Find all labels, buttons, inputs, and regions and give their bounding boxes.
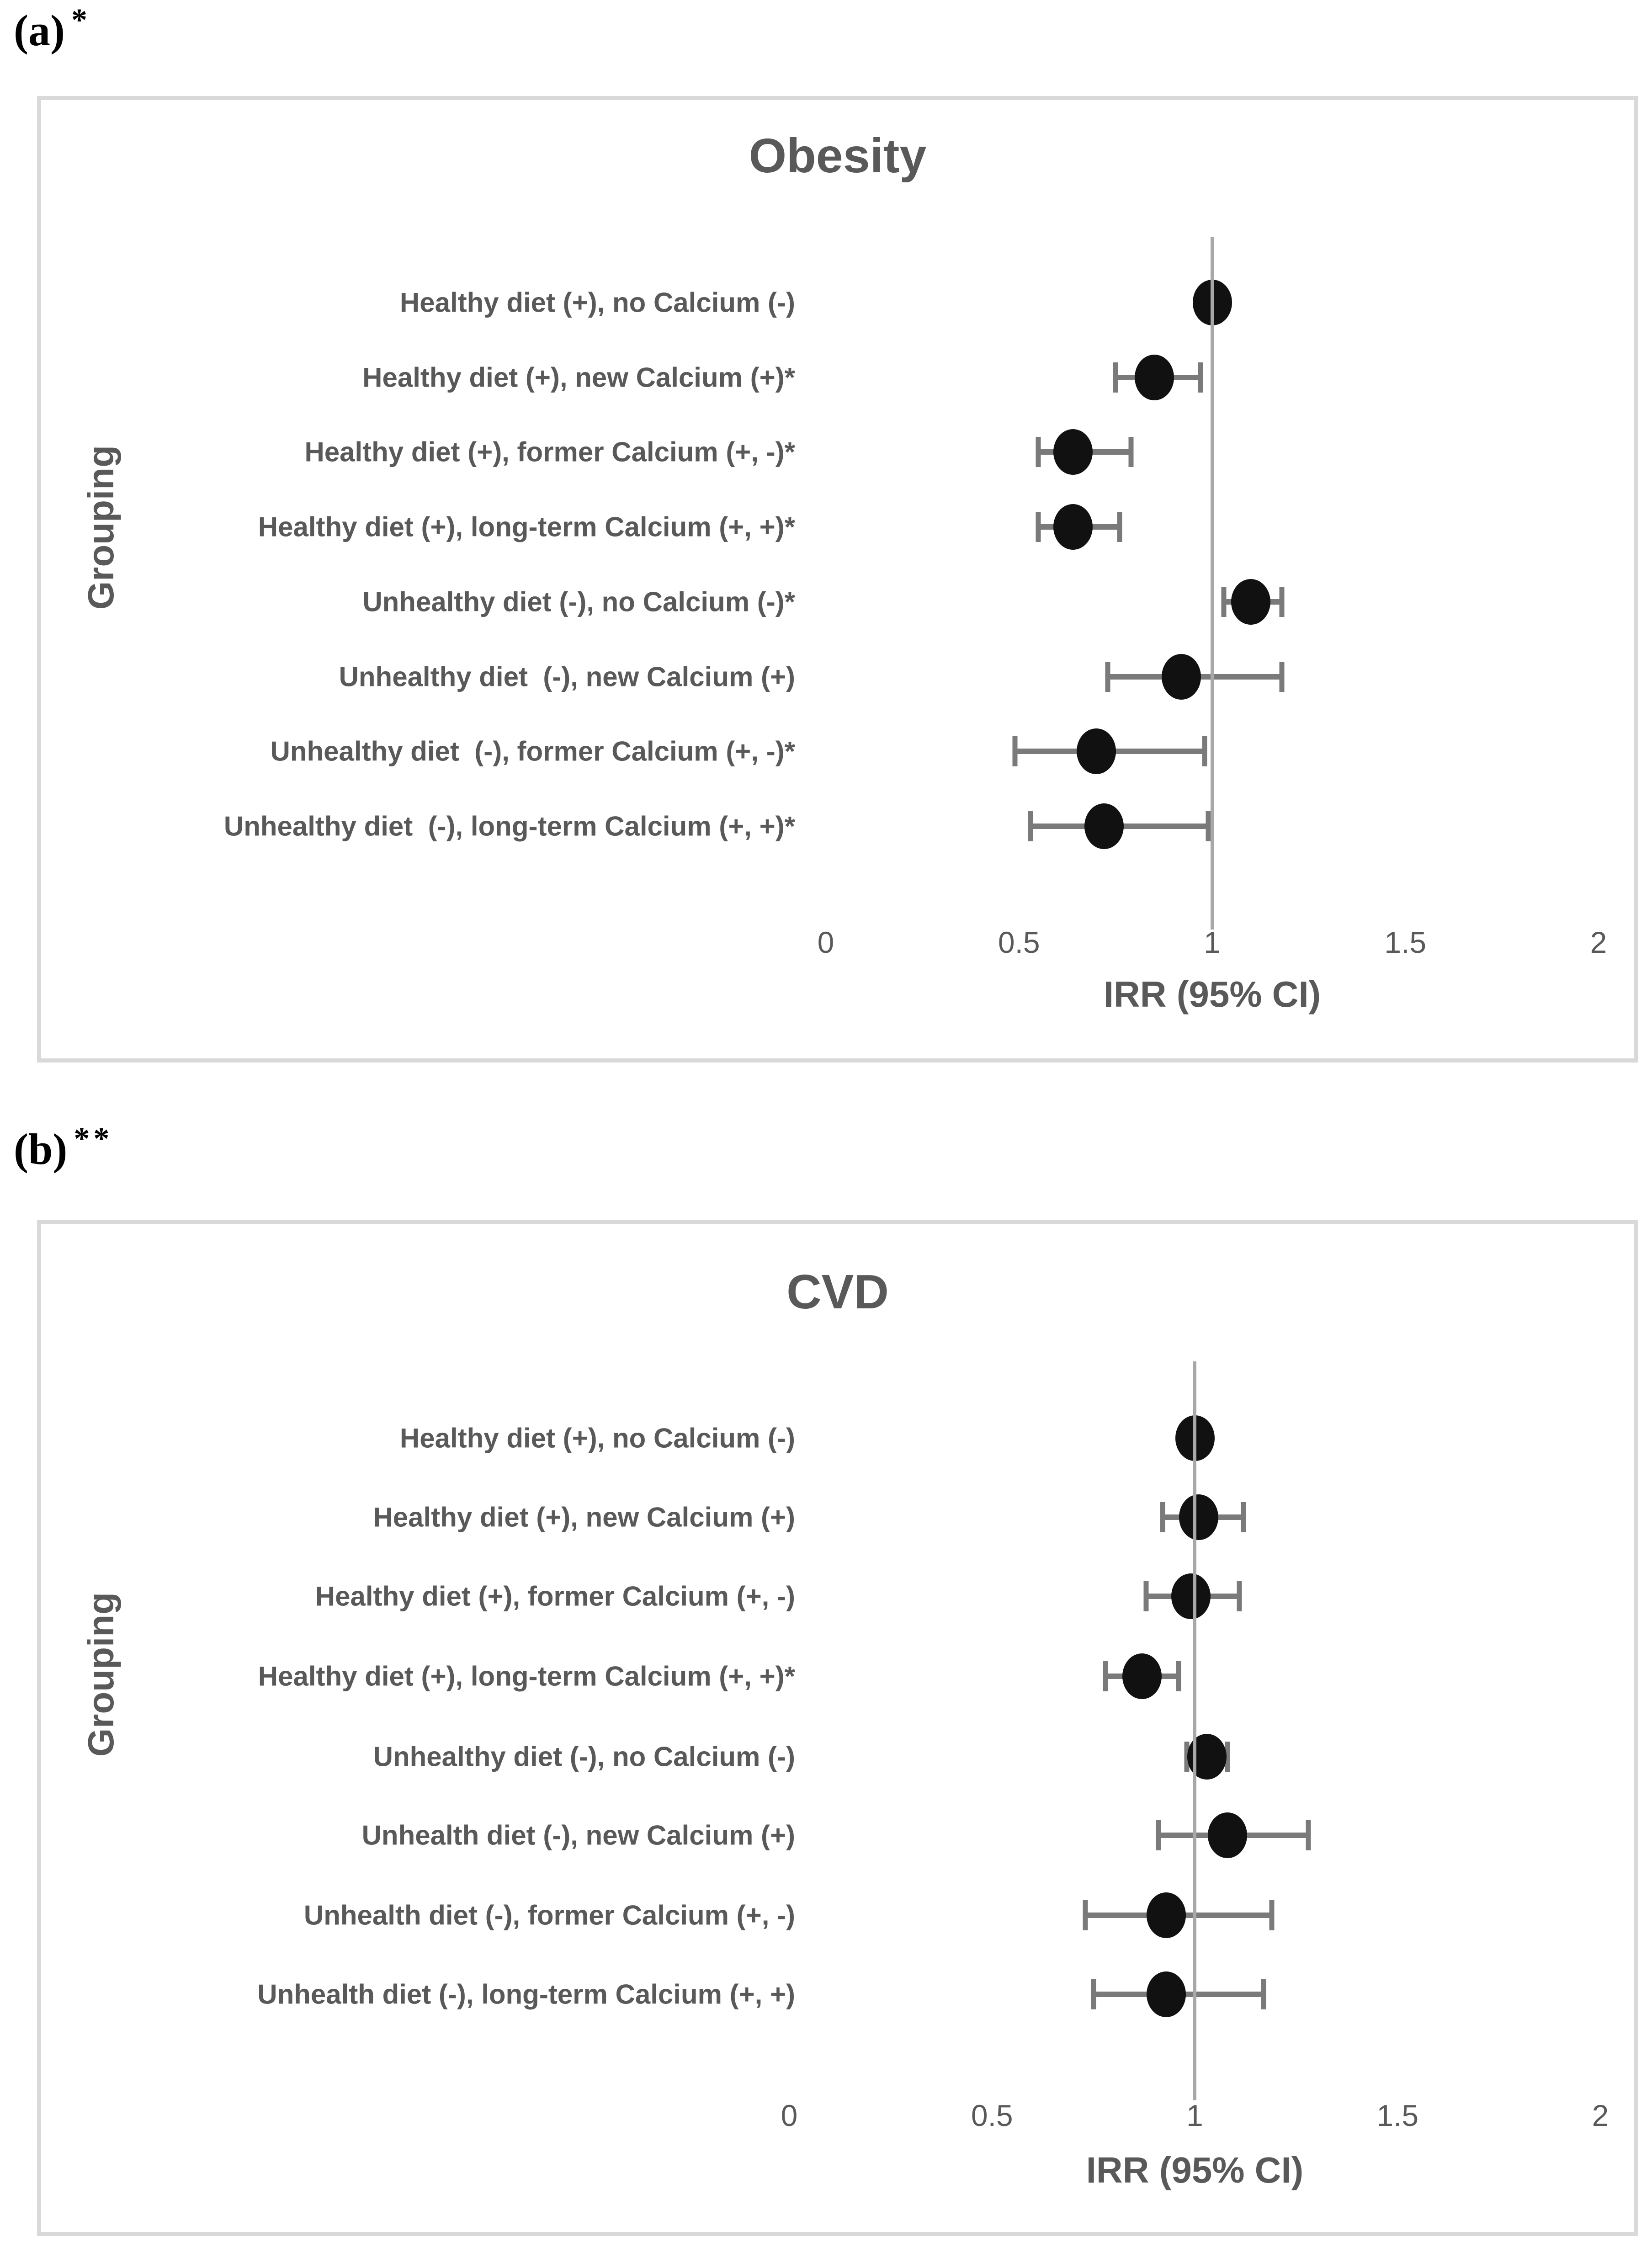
ci-cap-left <box>1156 1820 1161 1850</box>
category-label: Healthy diet (+), former Calcium (+, -)* <box>304 436 795 468</box>
category-label: Unhealth diet (-), new Calcium (+) <box>361 1820 795 1851</box>
ci-cap-left <box>1184 1742 1190 1772</box>
forest-plot-panel-cvd: CVD Grouping Healthy diet (+), no Calcium … <box>37 1220 1638 2236</box>
ci-cap-right <box>1198 362 1203 393</box>
panel-a-caption: (a) * <box>14 3 91 55</box>
x-tick-label: 2 <box>1590 925 1607 959</box>
ci-cap-left <box>1221 587 1227 617</box>
point-estimate-dot <box>1179 1494 1219 1540</box>
ci-cap-left <box>1160 1502 1165 1532</box>
x-tick-label: 1 <box>1186 2099 1203 2132</box>
point-estimate-dot <box>1171 1573 1211 1619</box>
point-estimate-dot <box>1207 1812 1247 1858</box>
panel-a-letter: (a) <box>14 6 65 55</box>
reference-line <box>1193 1361 1196 2100</box>
ci-cap-left <box>1113 362 1118 393</box>
category-label: Healthy diet (+), no Calcium (-) <box>399 287 795 318</box>
x-tick-label: 0 <box>781 2099 798 2132</box>
category-label: Unhealthy diet (-), long-term Calcium (+… <box>223 811 795 842</box>
point-estimate-dot <box>1231 579 1271 625</box>
panel-b-letter: (b) <box>14 1125 68 1174</box>
ci-cap-right <box>1269 1900 1275 1930</box>
category-label: Healthy diet (+), new Calcium (+) <box>373 1502 795 1533</box>
ci-cap-right <box>1117 512 1122 542</box>
point-estimate-dot <box>1053 429 1093 475</box>
category-label: Unhealthy diet (-), no Calcium (-) <box>373 1741 795 1772</box>
category-label: Healthy diet (+), former Calcium (+, -) <box>315 1581 795 1612</box>
point-estimate-dot <box>1147 1971 1186 2017</box>
chart-title: CVD <box>786 1265 889 1319</box>
ci-cap-left <box>1103 1661 1108 1691</box>
ci-cap-left <box>1036 512 1041 542</box>
x-tick-label: 0 <box>817 925 834 959</box>
point-estimate-dot <box>1122 1653 1162 1699</box>
category-label: Unhealthy diet (-), new Calcium (+) <box>339 661 795 692</box>
ci-cap-right <box>1261 1979 1266 2009</box>
point-estimate-dot <box>1134 355 1174 400</box>
point-estimate-dot <box>1147 1892 1186 1938</box>
x-tick-label: 2 <box>1592 2099 1609 2132</box>
ci-cap-left <box>1028 811 1033 841</box>
ci-cap-left <box>1105 662 1110 692</box>
category-label: Healthy diet (+), long-term Calcium (+, … <box>258 1661 795 1692</box>
point-estimate-dot <box>1053 504 1093 550</box>
ci-cap-left <box>1083 1900 1088 1930</box>
category-label: Unhealthy diet (-), former Calcium (+, -… <box>270 736 795 767</box>
ci-cap-left <box>1036 437 1041 467</box>
x-tick-label: 1.5 <box>1384 925 1427 959</box>
x-tick-label: 0.5 <box>998 925 1040 959</box>
ci-cap-right <box>1202 736 1207 766</box>
x-tick-label: 0.5 <box>971 2099 1013 2132</box>
ci-cap-right <box>1176 1661 1181 1691</box>
ci-cap-right <box>1206 811 1211 841</box>
category-label: Unhealthy diet (-), no Calcium (-)* <box>362 586 795 617</box>
x-tick-label: 1.5 <box>1376 2099 1419 2132</box>
category-label: Healthy diet (+), long-term Calcium (+, … <box>258 511 795 542</box>
ci-cap-right <box>1225 1742 1230 1772</box>
ci-cap-right <box>1279 662 1285 692</box>
panel-b-significance-marker: ** <box>74 1121 113 1157</box>
ci-cap-right <box>1128 437 1134 467</box>
panel-b-caption: (b) ** <box>14 1121 113 1174</box>
ci-cap-right <box>1237 1581 1242 1611</box>
ci-cap-right <box>1306 1820 1311 1850</box>
category-label: Healthy diet (+), new Calcium (+)* <box>362 362 795 393</box>
category-label: Unhealth diet (-), former Calcium (+, -) <box>303 1900 795 1931</box>
point-estimate-dot <box>1076 728 1116 774</box>
point-estimate-dot <box>1161 654 1201 700</box>
ci-cap-left <box>1143 1581 1149 1611</box>
ci-cap-left <box>1012 736 1018 766</box>
reference-line <box>1211 237 1214 930</box>
forest-plot-panel-obesity: Obesity Grouping Healthy diet (+), no Calc… <box>37 96 1638 1063</box>
ci-cap-right <box>1241 1502 1246 1532</box>
x-tick-label: 1 <box>1204 925 1221 959</box>
chart-title: Obesity <box>749 129 927 183</box>
x-axis-label: IRR (95% CI) <box>1103 974 1321 1015</box>
panel-a-significance-marker: * <box>71 3 91 38</box>
category-label: Unhealth diet (-), long-term Calcium (+,… <box>257 1979 795 2010</box>
category-label: Healthy diet (+), no Calcium (-) <box>399 1423 795 1454</box>
ci-cap-left <box>1091 1979 1096 2009</box>
ci-cap-right <box>1279 587 1285 617</box>
x-axis-label: IRR (95% CI) <box>1086 2150 1304 2190</box>
point-estimate-dot <box>1084 803 1124 849</box>
